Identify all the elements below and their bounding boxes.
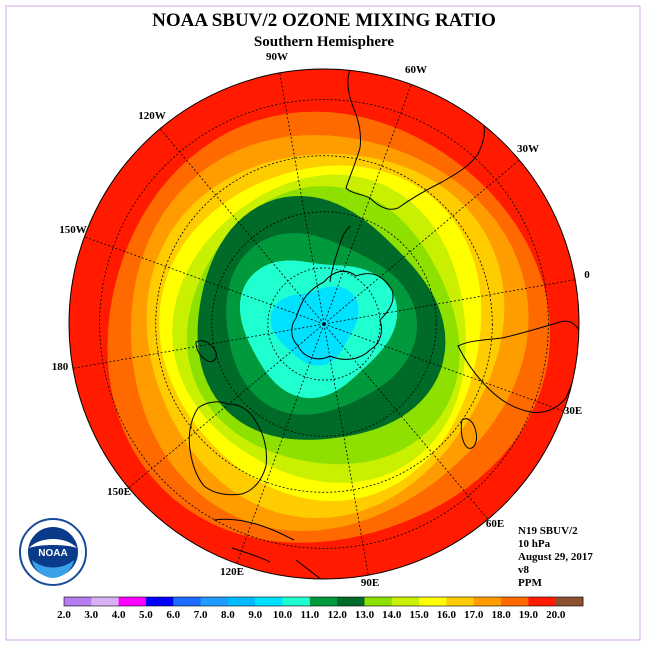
colorbar-swatch xyxy=(473,597,502,606)
meridian-line xyxy=(323,279,576,325)
colorbar-swatch xyxy=(446,597,475,606)
coast-indonesia-3 xyxy=(295,559,323,579)
lon-label-150w: 150W xyxy=(59,224,87,236)
lon-label-60w: 60W xyxy=(405,64,427,76)
ozone-contours xyxy=(69,69,579,579)
meridian-line xyxy=(323,323,489,520)
coast-peninsula xyxy=(329,225,351,283)
lon-label-90e: 90E xyxy=(361,577,379,589)
meridian-line xyxy=(323,84,412,325)
lon-label-120e: 120E xyxy=(220,566,244,578)
colorbar-swatch xyxy=(173,597,201,606)
meridian-line xyxy=(159,128,325,325)
colorbar-swatch xyxy=(309,597,338,606)
colorbar-swatch xyxy=(391,597,420,606)
colorbar-swatch xyxy=(555,597,584,606)
colorbar-swatch xyxy=(200,597,229,606)
colorbar-tick-label: 5.0 xyxy=(139,609,153,621)
colorbar-swatch xyxy=(282,597,311,606)
latitude-circle xyxy=(267,267,381,381)
noaa-wave-icon xyxy=(32,560,74,578)
meridian-line xyxy=(128,323,325,489)
lon-label-30e: 30E xyxy=(564,405,582,417)
colorbar-swatch xyxy=(145,597,174,606)
meridian-line xyxy=(323,323,564,412)
colorbar-swatch xyxy=(364,597,393,606)
latitude-circle xyxy=(155,155,493,493)
colorbar-tick-label: 16.0 xyxy=(437,609,457,621)
colorbar-tick-label: 6.0 xyxy=(166,609,180,621)
coast-madagascar xyxy=(460,418,477,449)
meridian-line xyxy=(72,323,325,369)
lon-label-180: 180 xyxy=(52,361,69,373)
lon-label-0: 0 xyxy=(584,269,590,281)
colorbar-tick-label: 18.0 xyxy=(491,609,511,621)
colorbar-swatch xyxy=(91,597,120,606)
colorbar-tick-label: 20.0 xyxy=(546,609,566,621)
colorbar-swatch xyxy=(528,597,557,606)
colorbar-tick-label: 14.0 xyxy=(382,609,402,621)
colorbar-swatch xyxy=(419,597,447,606)
coast-australia xyxy=(188,401,267,496)
colorbar-tick-label: 12.0 xyxy=(328,609,348,621)
lon-label-90w: 90W xyxy=(266,51,288,63)
colorbar-tick-label: 8.0 xyxy=(221,609,235,621)
colorbar-tick-label: 19.0 xyxy=(519,609,539,621)
noaa-logo: NOAA xyxy=(19,518,87,586)
noaa-bird-icon xyxy=(29,539,77,548)
coast-antarctica xyxy=(291,270,394,360)
lon-label-150e: 150E xyxy=(107,486,131,498)
colorbar-tick-label: 9.0 xyxy=(248,609,262,621)
colorbar-frame xyxy=(63,596,584,607)
coast-indonesia-2 xyxy=(231,547,271,563)
info-version: v8 xyxy=(518,564,530,576)
map-border xyxy=(68,68,580,580)
colorbar-tick-label: 10.0 xyxy=(273,609,293,621)
noaa-logo-text: NOAA xyxy=(38,548,67,559)
info-satellite: N19 SBUV/2 xyxy=(518,525,578,537)
colorbar-swatch xyxy=(64,597,92,606)
colorbar-tick-label: 3.0 xyxy=(84,609,98,621)
info-pressure: 10 hPa xyxy=(518,538,551,550)
meridian-line xyxy=(84,236,325,325)
noaa-logo-disc xyxy=(28,527,78,577)
meridian-line xyxy=(323,159,520,325)
meridian-line xyxy=(279,72,325,325)
colorbar-tick-label: 13.0 xyxy=(355,609,375,621)
map-subtitle: Southern Hemisphere xyxy=(254,34,394,50)
colorbar-swatch xyxy=(255,597,283,606)
lon-label-120w: 120W xyxy=(138,110,166,122)
colorbar-tick-label: 7.0 xyxy=(194,609,208,621)
colorbar-tick-label: 4.0 xyxy=(112,609,126,621)
meridian-line xyxy=(236,323,325,564)
meridian-line xyxy=(323,323,369,576)
colorbar-tick-label: 11.0 xyxy=(300,609,319,621)
lon-label-60e: 60E xyxy=(486,518,504,530)
info-date: August 29, 2017 xyxy=(518,551,593,563)
colorbar-swatch xyxy=(501,597,529,606)
latitude-circle xyxy=(211,211,437,437)
colorbar-tick-label: 2.0 xyxy=(57,609,71,621)
colorbar-swatch xyxy=(118,597,147,606)
colorbar-tick-label: 15.0 xyxy=(409,609,429,621)
graticule xyxy=(72,72,576,576)
map-title: NOAA SBUV/2 OZONE MIXING RATIO xyxy=(152,10,496,31)
colorbar-swatch xyxy=(337,597,365,606)
coast-indonesia xyxy=(213,518,295,541)
lon-label-30w: 30W xyxy=(517,143,539,155)
info-units: PPM xyxy=(518,577,542,589)
colorbar: 2.0 3.0 4.0 5.0 6.0 7.0 8.0 9.0 10.0 11.0 12.0 13.0… xyxy=(57,596,584,621)
colorbar-swatch xyxy=(227,597,256,606)
colorbar-tick-label: 17.0 xyxy=(464,609,484,621)
latitude-circle xyxy=(99,99,549,549)
coast-new-zealand xyxy=(195,340,217,363)
